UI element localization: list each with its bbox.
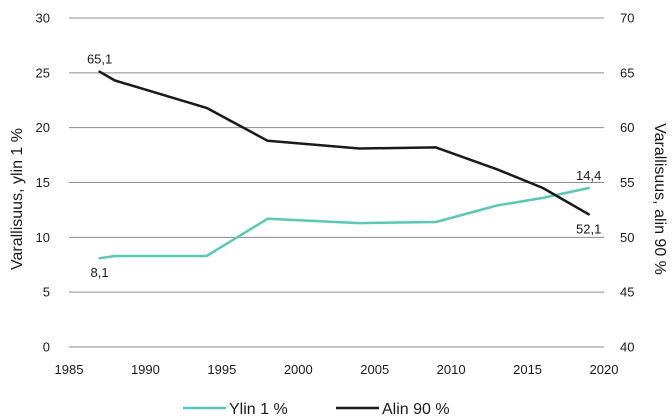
x-tick-label: 1995 (207, 362, 236, 377)
y-left-tick-label: 5 (43, 285, 50, 300)
gridlines (69, 17, 604, 348)
data-label: 52,1 (576, 221, 601, 236)
x-tick-label: 2010 (437, 362, 466, 377)
x-axis-ticks: 1985 1990 1995 2000 2005 2010 2015 2020 (55, 362, 619, 377)
x-tick-label: 2000 (284, 362, 313, 377)
y-right-tick-label: 40 (620, 340, 634, 355)
y-left-tick-label: 20 (36, 120, 50, 135)
x-tick-label: 2005 (360, 362, 389, 377)
y-left-tick-label: 10 (36, 230, 50, 245)
left-axis-title: Varallisuus, ylin 1 % (9, 128, 26, 270)
y-left-tick-label: 0 (43, 340, 50, 355)
right-axis-title: Varallisuus, alin 90 % (651, 123, 668, 275)
right-axis-ticks: 40 45 50 55 60 65 70 (620, 11, 634, 355)
x-tick-label: 2020 (590, 362, 619, 377)
series-line-0 (98, 186, 590, 260)
legend-label-ylin-1: Ylin 1 % (229, 401, 288, 418)
y-right-tick-label: 45 (620, 285, 634, 300)
x-tick-label: 1985 (55, 362, 84, 377)
left-axis-ticks: 0 5 10 15 20 25 30 (36, 11, 50, 355)
y-left-tick-label: 30 (36, 11, 50, 26)
y-right-tick-label: 70 (620, 11, 634, 26)
legend: Ylin 1 % Alin 90 % (183, 401, 450, 418)
x-tick-label: 2015 (513, 362, 542, 377)
data-labels: 65,1 8,1 14,4 52,1 (87, 52, 601, 281)
y-right-tick-label: 50 (620, 230, 634, 245)
data-label: 65,1 (87, 52, 112, 67)
y-right-tick-label: 65 (620, 65, 634, 80)
legend-label-alin-90: Alin 90 % (382, 401, 450, 418)
x-tick-label: 1990 (131, 362, 160, 377)
series-line-1 (98, 70, 590, 216)
data-label: 14,4 (576, 168, 601, 183)
y-left-tick-label: 25 (36, 65, 50, 80)
y-left-tick-label: 15 (36, 175, 50, 190)
series-lines (98, 70, 590, 260)
data-label: 8,1 (91, 265, 109, 280)
y-right-tick-label: 60 (620, 120, 634, 135)
y-right-tick-label: 55 (620, 175, 634, 190)
